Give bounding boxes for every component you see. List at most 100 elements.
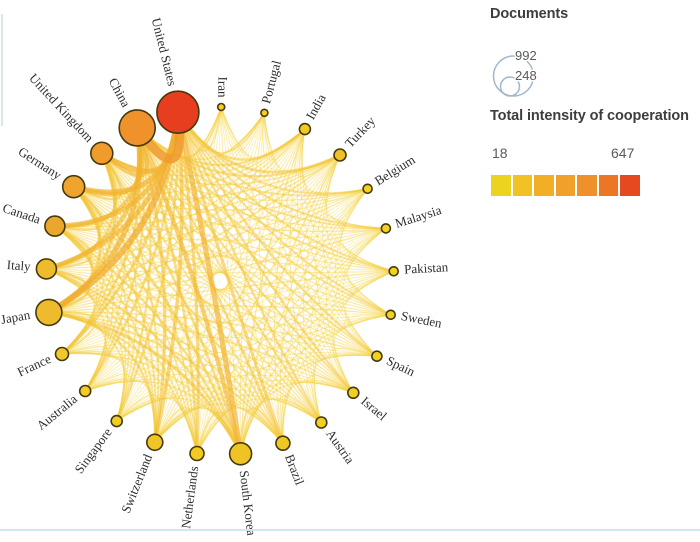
node-label-turkey: Turkey	[342, 113, 379, 151]
cooperation-edge	[136, 127, 386, 230]
cooperation-edge	[175, 111, 244, 455]
cooperation-edge	[48, 305, 391, 316]
cooperation-edge	[84, 270, 394, 392]
node-malaysia[interactable]	[380, 223, 392, 234]
cooperation-edge	[325, 154, 391, 316]
cooperation-edge	[48, 188, 368, 314]
cooperation-edge	[154, 379, 354, 443]
node-iran[interactable]	[216, 102, 226, 112]
cooperation-edge	[84, 228, 387, 392]
node-italy[interactable]	[35, 258, 58, 280]
cooperation-edge	[302, 154, 341, 423]
node-singapore[interactable]	[110, 414, 123, 428]
cooperation-edge	[264, 112, 378, 357]
cooperation-edge	[46, 128, 306, 270]
cooperation-edge	[177, 111, 394, 273]
node-pakistan[interactable]	[388, 265, 400, 277]
cooperation-edge	[48, 227, 387, 314]
cooperation-edge	[47, 111, 181, 316]
cooperation-edge	[154, 188, 368, 443]
node-spain[interactable]	[371, 350, 383, 363]
cooperation-edge	[220, 106, 391, 316]
cooperation-edge	[85, 314, 391, 392]
cooperation-edge	[196, 398, 322, 454]
cooperation-edge	[325, 188, 368, 394]
node-label-united-kingdom: United Kingdom	[26, 70, 97, 145]
cooperation-edge	[154, 403, 284, 444]
cooperation-edge	[220, 106, 394, 272]
cooperation-edge	[46, 268, 284, 444]
cooperation-edge	[239, 354, 377, 454]
cooperation-edge	[61, 227, 387, 355]
cooperation-edge	[281, 188, 368, 444]
cooperation-edge	[319, 154, 368, 202]
left-edge-line	[1, 14, 3, 126]
cooperation-edge	[61, 188, 368, 355]
cooperation-edge	[331, 228, 387, 394]
node-france[interactable]	[54, 346, 70, 362]
cooperation-edge	[333, 270, 394, 394]
node-germany[interactable]	[61, 174, 86, 199]
node-label-portugal: Portugal	[258, 58, 284, 105]
cooperation-edge	[154, 354, 377, 443]
cooperation-edge	[48, 311, 378, 357]
cooperation-edge	[176, 111, 378, 358]
node-india[interactable]	[298, 122, 312, 136]
cooperation-edge	[54, 225, 127, 422]
cooperation-edge	[264, 112, 391, 316]
cooperation-edge	[154, 154, 341, 443]
cooperation-edge	[196, 188, 368, 454]
cooperation-edge	[116, 154, 341, 422]
node-canada[interactable]	[44, 215, 66, 237]
cooperation-edge	[116, 112, 265, 422]
cooperation-edge	[277, 395, 322, 444]
node-belgium[interactable]	[362, 183, 373, 195]
cooperation-edge	[263, 112, 341, 173]
cooperation-edge	[54, 225, 109, 392]
node-brazil[interactable]	[275, 435, 291, 452]
node-sweden[interactable]	[385, 309, 397, 321]
node-portugal[interactable]	[260, 108, 269, 118]
cooperation-edge	[220, 106, 322, 423]
cooperation-edge	[176, 111, 285, 444]
node-label-germany: Germany	[16, 144, 65, 183]
cooperation-edge	[48, 270, 394, 314]
node-netherlands[interactable]	[189, 445, 205, 462]
node-china[interactable]	[118, 109, 156, 147]
cooperation-edge	[332, 314, 391, 394]
node-united-states[interactable]	[156, 90, 200, 134]
node-australia[interactable]	[78, 384, 92, 398]
node-israel[interactable]	[346, 386, 360, 400]
cooperation-edge	[344, 270, 394, 357]
cooperation-edge	[220, 106, 265, 152]
cooperation-edge	[85, 347, 377, 392]
cooperation-edge	[280, 379, 354, 444]
node-united-kingdom[interactable]	[90, 141, 114, 166]
cooperation-edge	[154, 128, 306, 443]
cooperation-edge	[154, 270, 394, 443]
cooperation-edge	[84, 128, 306, 392]
cooperation-edge	[263, 112, 322, 423]
cooperation-edge	[48, 311, 284, 444]
node-switzerland[interactable]	[146, 433, 164, 452]
cooperation-edge	[84, 154, 341, 392]
cooperation-edge	[315, 154, 354, 394]
node-turkey[interactable]	[333, 148, 347, 162]
cooperation-edge	[154, 227, 387, 443]
cooperation-edge	[116, 314, 391, 422]
cooperation-edge	[239, 381, 354, 454]
cooperation-edge	[220, 106, 354, 394]
node-austria[interactable]	[314, 416, 328, 429]
cooperation-edge	[314, 270, 394, 423]
cooperation-edge	[282, 314, 391, 444]
cooperation-edge	[54, 225, 156, 443]
cooperation-edge	[239, 154, 341, 454]
cooperation-edge	[342, 228, 387, 357]
cooperation-edge	[350, 270, 394, 316]
node-south-korea[interactable]	[228, 441, 253, 466]
node-label-south-korea: South Korea	[237, 470, 260, 537]
cooperation-edge	[196, 314, 391, 454]
node-japan[interactable]	[35, 298, 63, 327]
